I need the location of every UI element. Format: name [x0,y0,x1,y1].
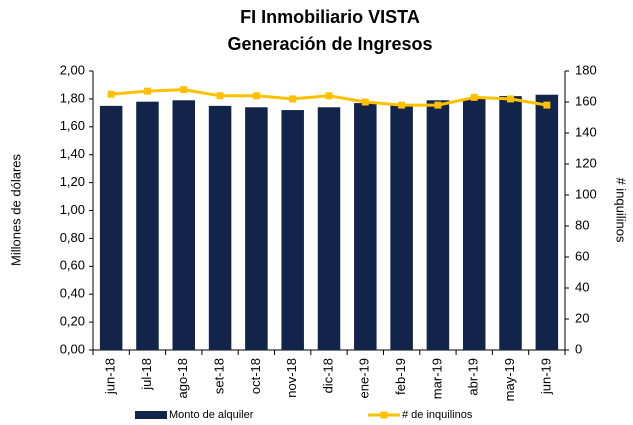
line-marker [507,95,515,103]
line-marker [470,93,478,101]
x-tick-label: may-19 [502,358,517,401]
x-tick-label: jun-18 [103,358,118,395]
y2-tick-label: 180 [575,62,597,77]
x-tick-label: mar-19 [429,358,444,399]
y2-tick-label: 160 [575,93,597,108]
bar [281,110,304,350]
x-tick-label: oct-18 [248,358,263,394]
bar [245,107,268,351]
bar [172,100,196,350]
line-marker [252,92,260,100]
line-marker [216,92,224,100]
x-tick-label: dic-18 [320,358,335,393]
line-marker [289,95,297,103]
y2-tick-label: 0 [575,341,582,356]
y2-tick-label: 100 [575,186,597,201]
line-marker [543,101,551,109]
line-marker [434,101,442,109]
legend-swatch [380,411,388,419]
y2-tick-label: 40 [575,279,589,294]
chart-subtitle: Generación de Ingresos [227,34,432,54]
line-marker [143,87,151,95]
line-marker [180,86,188,94]
y-tick-label: 0,40 [60,286,85,301]
bar [136,101,159,350]
y-tick-label: 0,00 [60,341,85,356]
legend-label: # de inquilinos [402,409,473,421]
bar [535,94,559,350]
y-tick-label: 1,80 [60,90,85,105]
bar [99,105,123,350]
y2-tick-label: 60 [575,248,589,263]
y-tick-label: 1,40 [60,146,85,161]
x-tick-label: jul-18 [139,358,154,391]
y-tick-label: 0,20 [60,314,85,329]
legend-swatch [135,411,167,419]
bar [317,107,341,351]
x-tick-label: abr-19 [466,358,481,396]
line-marker [107,90,115,98]
y2-tick-label: 120 [575,155,597,170]
y2-axis-label: # inquilinos [614,177,629,243]
bar [499,96,522,350]
bar [354,103,377,351]
y2-tick-label: 80 [575,217,589,232]
chart-title: FI Inmobiliario VISTA [240,7,420,27]
x-tick-label: ago-18 [175,358,190,398]
y2-tick-label: 20 [575,310,589,325]
x-tick-label: ene-19 [357,358,372,398]
bar [208,105,232,350]
y-tick-label: 2,00 [60,62,85,77]
bar [462,98,486,351]
y-axis-label: Millones de dólares [8,154,23,267]
x-tick-label: feb-19 [393,358,408,395]
x-tick-label: jun-19 [538,358,553,395]
y-tick-label: 1,20 [60,174,85,189]
line-marker [361,98,369,106]
legend-label: Monto de alquiler [169,409,254,421]
y2-tick-label: 140 [575,124,597,139]
y-tick-label: 0,60 [60,258,85,273]
x-tick-label: nov-18 [284,358,299,398]
y-tick-label: 1,60 [60,118,85,133]
bar [426,100,450,350]
x-tick-label: set-18 [212,358,227,394]
line-marker [325,92,333,100]
bar [390,104,413,350]
line-marker [398,101,406,109]
y-tick-label: 1,00 [60,202,85,217]
y-tick-label: 0,80 [60,230,85,245]
